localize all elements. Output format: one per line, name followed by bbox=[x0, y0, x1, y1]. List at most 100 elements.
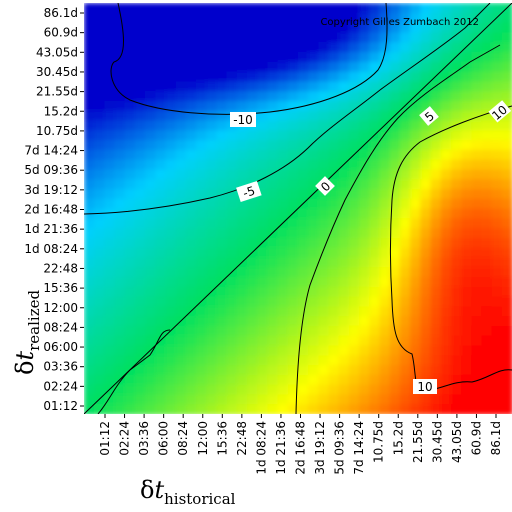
heatmap-cell bbox=[369, 365, 381, 376]
heatmap-cell bbox=[410, 296, 422, 308]
heatmap-cell bbox=[318, 51, 330, 63]
heatmap-cell bbox=[420, 32, 432, 43]
heatmap-cell bbox=[145, 267, 157, 278]
heatmap-cell bbox=[216, 3, 228, 14]
heatmap-cell bbox=[348, 110, 360, 122]
heatmap-cell bbox=[257, 3, 269, 14]
heatmap-cell bbox=[124, 345, 136, 357]
heatmap-cell bbox=[379, 286, 391, 298]
heatmap-cell bbox=[430, 42, 442, 53]
heatmap-cell bbox=[348, 345, 360, 357]
heatmap-cell bbox=[175, 22, 187, 34]
heatmap-cell bbox=[410, 51, 422, 63]
heatmap-cell bbox=[94, 140, 106, 151]
heatmap-cell bbox=[155, 110, 167, 122]
heatmap-cell bbox=[450, 22, 462, 34]
heatmap-cell bbox=[399, 296, 411, 308]
heatmap-cell bbox=[471, 237, 483, 249]
heatmap-cell bbox=[165, 140, 177, 151]
heatmap-cell bbox=[206, 81, 218, 92]
heatmap-cell bbox=[185, 149, 197, 161]
heatmap-cell bbox=[369, 130, 381, 141]
heatmap-cell bbox=[84, 110, 95, 122]
heatmap-cell bbox=[287, 374, 299, 386]
heatmap-cell bbox=[461, 267, 473, 278]
heatmap-cell bbox=[267, 365, 279, 376]
heatmap-cell bbox=[134, 198, 146, 210]
heatmap-cell bbox=[124, 247, 136, 259]
heatmap-cell bbox=[84, 81, 95, 92]
heatmap-cell bbox=[308, 51, 320, 63]
heatmap-cell bbox=[389, 110, 401, 122]
heatmap-cell bbox=[501, 218, 512, 229]
heatmap-cell bbox=[206, 91, 218, 102]
heatmap-cell bbox=[481, 110, 493, 122]
heatmap-cell bbox=[114, 71, 126, 83]
heatmap-cell bbox=[134, 42, 146, 53]
heatmap-cell bbox=[257, 218, 269, 229]
heatmap-cell bbox=[104, 140, 116, 151]
heatmap-cell bbox=[389, 247, 401, 259]
heatmap-cell bbox=[206, 159, 218, 171]
x-tick-label: 86.1d bbox=[489, 421, 503, 455]
x-tick-label: 10.75d bbox=[372, 421, 386, 463]
y-tick-label: 03:36 bbox=[43, 360, 78, 374]
heatmap-cell bbox=[379, 306, 391, 317]
heatmap-cell bbox=[114, 12, 126, 24]
heatmap-cell bbox=[267, 257, 279, 269]
heatmap-cell bbox=[461, 22, 473, 34]
heatmap-cell bbox=[216, 296, 228, 308]
heatmap-cell bbox=[501, 61, 512, 73]
heatmap-cell bbox=[389, 169, 401, 180]
heatmap-cell bbox=[348, 218, 360, 229]
heatmap-cell bbox=[410, 91, 422, 102]
heatmap-cell bbox=[379, 267, 391, 278]
heatmap-cell bbox=[461, 286, 473, 298]
heatmap-cell bbox=[440, 12, 452, 24]
heatmap-cell bbox=[124, 286, 136, 298]
heatmap-cell bbox=[399, 179, 411, 190]
heatmap-cell bbox=[84, 159, 95, 171]
heatmap-cell bbox=[216, 384, 228, 396]
heatmap-cell bbox=[104, 306, 116, 317]
heatmap-cell bbox=[226, 100, 238, 112]
heatmap-cell bbox=[196, 394, 208, 406]
heatmap-cell bbox=[399, 286, 411, 298]
heatmap-cell bbox=[471, 3, 483, 14]
heatmap-cell bbox=[318, 404, 330, 414]
heatmap-cell bbox=[226, 355, 238, 366]
heatmap-cell bbox=[328, 61, 340, 73]
heatmap-cell bbox=[471, 257, 483, 269]
heatmap-cell bbox=[134, 335, 146, 347]
heatmap-cell bbox=[369, 394, 381, 406]
heatmap-cell bbox=[471, 374, 483, 386]
heatmap-cell bbox=[145, 325, 157, 337]
heatmap-cell bbox=[216, 169, 228, 180]
heatmap-cell bbox=[389, 345, 401, 357]
heatmap-cell bbox=[430, 188, 442, 200]
heatmap-cell bbox=[84, 394, 95, 406]
heatmap-cell bbox=[440, 345, 452, 357]
y-tick-label: 30.45d bbox=[36, 65, 78, 79]
heatmap-cell bbox=[318, 22, 330, 34]
heatmap-cell bbox=[501, 159, 512, 171]
heatmap-cell bbox=[257, 51, 269, 63]
heatmap-cell bbox=[175, 277, 187, 288]
heatmap-cell bbox=[328, 325, 340, 337]
heatmap-cell bbox=[257, 237, 269, 249]
heatmap-cell bbox=[206, 110, 218, 122]
heatmap-cell bbox=[501, 12, 512, 24]
heatmap-cell bbox=[348, 71, 360, 83]
heatmap-cell bbox=[399, 140, 411, 151]
heatmap-cell bbox=[410, 159, 422, 171]
heatmap-cell bbox=[267, 198, 279, 210]
heatmap-cell bbox=[501, 169, 512, 180]
heatmap-cell bbox=[287, 32, 299, 43]
heatmap-cell bbox=[399, 61, 411, 73]
heatmap-cell bbox=[216, 394, 228, 406]
heatmap-cell bbox=[379, 237, 391, 249]
heatmap-cell bbox=[450, 228, 462, 239]
heatmap-cell bbox=[308, 374, 320, 386]
heatmap-cell bbox=[430, 32, 442, 43]
heatmap-cell bbox=[104, 42, 116, 53]
